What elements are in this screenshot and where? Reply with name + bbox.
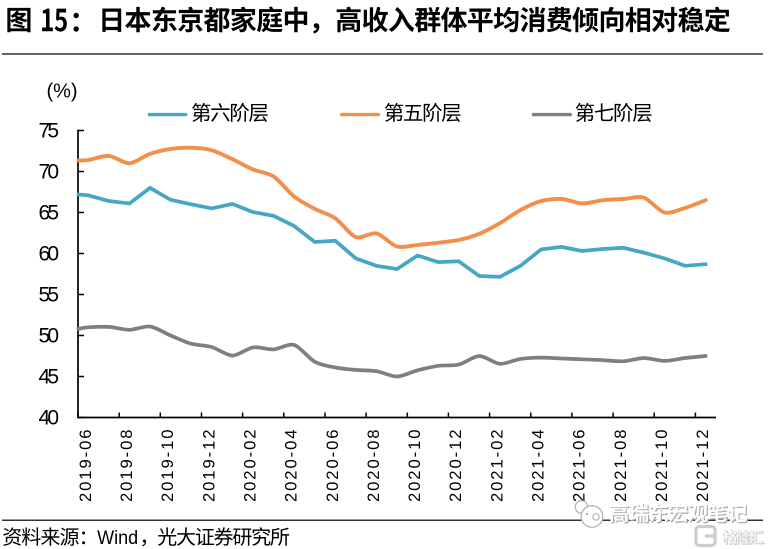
svg-text:2020-08: 2020-08 [364,430,383,503]
svg-text:2021-04: 2021-04 [529,430,548,503]
svg-text:65: 65 [39,202,60,225]
svg-text:55: 55 [39,284,60,307]
svg-text:2021-06: 2021-06 [570,430,589,503]
svg-text:2021-12: 2021-12 [693,430,712,503]
svg-text:2019-12: 2019-12 [199,430,218,503]
svg-text:2020-12: 2020-12 [446,430,465,503]
svg-text:2019-08: 2019-08 [117,430,136,503]
svg-text:(%): (%) [46,81,77,103]
svg-text:2019-10: 2019-10 [158,430,177,503]
svg-text:50: 50 [39,325,60,348]
svg-text:40: 40 [39,407,60,430]
svg-text:75: 75 [39,120,60,143]
svg-text:60: 60 [39,243,60,266]
svg-text:70: 70 [39,161,60,184]
svg-text:2020-06: 2020-06 [323,430,342,503]
svg-text:2019-06: 2019-06 [76,430,95,503]
svg-text:2021-02: 2021-02 [487,430,506,503]
svg-text:2021-08: 2021-08 [611,430,630,503]
svg-text:2021-10: 2021-10 [652,430,671,503]
svg-text:2020-02: 2020-02 [240,430,259,503]
svg-text:2020-04: 2020-04 [282,430,301,503]
svg-text:Wind: Wind [97,528,138,549]
svg-text:2020-10: 2020-10 [405,430,424,503]
svg-text:45: 45 [39,366,60,389]
